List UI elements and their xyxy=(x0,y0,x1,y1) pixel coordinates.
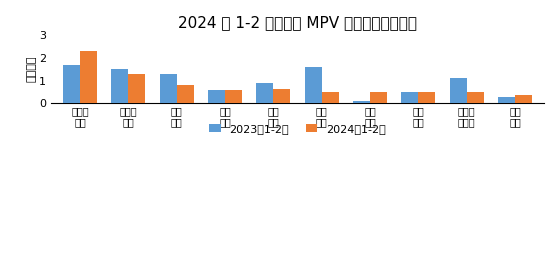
Bar xyxy=(305,67,321,103)
Bar xyxy=(370,92,387,103)
Bar xyxy=(467,92,484,103)
Bar xyxy=(80,51,97,103)
Y-axis label: （万辆）: （万辆） xyxy=(26,56,36,82)
Bar xyxy=(63,65,80,103)
Bar xyxy=(160,74,177,103)
Bar xyxy=(128,74,145,103)
Bar xyxy=(177,85,193,103)
Bar xyxy=(450,78,467,103)
Bar xyxy=(515,95,532,103)
Bar xyxy=(353,101,370,103)
Bar xyxy=(208,89,225,103)
Bar xyxy=(225,89,242,103)
Legend: 2023年1-2月, 2024年1-2月: 2023年1-2月, 2024年1-2月 xyxy=(205,119,390,138)
Bar xyxy=(498,97,515,103)
Bar xyxy=(273,89,290,103)
Title: 2024 年 1-2 月前十位 MPV 生产企业销量情况: 2024 年 1-2 月前十位 MPV 生产企业销量情况 xyxy=(178,15,417,30)
Bar xyxy=(111,69,128,103)
Bar xyxy=(321,92,339,103)
Bar xyxy=(418,92,435,103)
Bar xyxy=(401,92,418,103)
Bar xyxy=(257,83,273,103)
